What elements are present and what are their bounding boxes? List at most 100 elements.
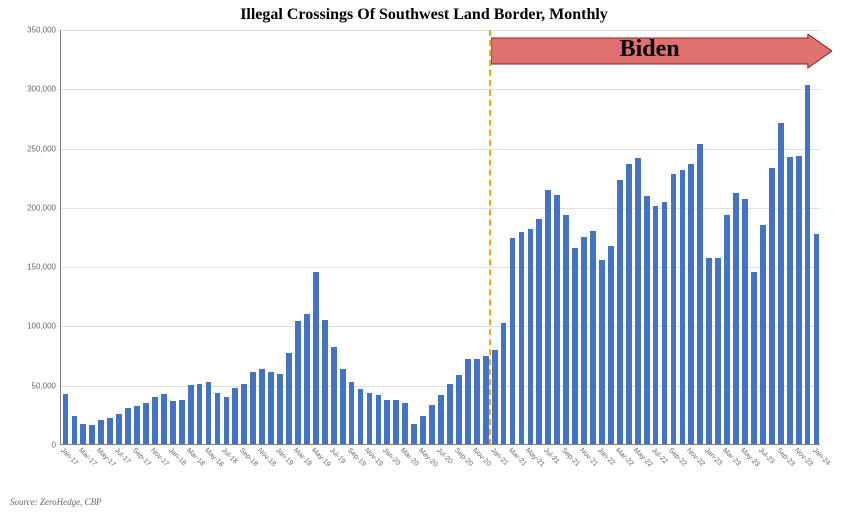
biden-arrow-label: Biden [491,36,808,63]
bar [286,353,292,444]
x-tick-label: Mar-22 [614,447,635,468]
bar [510,238,516,444]
x-tick-label: Jan-24 [811,447,831,467]
bar [706,258,712,444]
bar [805,85,811,444]
bar [411,424,417,444]
y-tick-label: 50,000 [6,381,56,390]
bar [474,359,480,444]
biden-marker-line [489,30,491,445]
bar [581,237,587,445]
x-tick-label: Nov-20 [471,447,492,468]
bar [80,424,86,444]
bar [492,350,498,444]
gridline [61,89,820,90]
bar [787,157,793,444]
gridline [61,149,820,150]
bar [680,170,686,444]
bar [644,196,650,444]
bar [116,414,122,444]
bar [563,215,569,444]
bar [438,395,444,444]
bar [224,397,230,444]
bar [232,388,238,444]
bar [259,369,265,444]
bar [107,418,113,444]
bar [796,156,802,444]
bar [751,272,757,444]
bar [420,416,426,444]
x-tick-label: Nov-23 [793,447,814,468]
bar [519,232,525,444]
bar [617,180,623,444]
bar [340,369,346,444]
x-tick-label: Jan-17 [60,447,80,467]
x-tick-label: Sep-17 [131,447,152,468]
bar [635,158,641,444]
chart-container: Illegal Crossings Of Southwest Land Bord… [0,0,848,515]
bar [599,260,605,444]
y-tick-label: 350,000 [6,26,56,35]
bar [134,406,140,444]
bar [742,199,748,444]
x-tick-label: Mar-23 [721,447,742,468]
y-tick-label: 0 [6,441,56,450]
bar [188,385,194,444]
x-tick-label: Jan-23 [703,447,723,467]
bar [662,202,668,444]
bar [671,174,677,444]
x-tick-label: Jan-22 [596,447,616,467]
y-tick-label: 150,000 [6,263,56,272]
bar [197,384,203,444]
bar [241,384,247,444]
bar [250,372,256,444]
bar [393,400,399,444]
bar [349,382,355,444]
bar [465,359,471,444]
bar [402,403,408,445]
x-tick-label: Mar-20 [399,447,420,468]
gridline [61,30,820,31]
bar [206,382,212,444]
x-tick-label: Jan-20 [381,447,401,467]
bar [179,400,185,444]
bar [161,394,167,444]
bar [554,195,560,444]
x-tick-label: Sep-23 [775,447,796,468]
bar [429,405,435,444]
y-tick-label: 100,000 [6,322,56,331]
bar [769,168,775,444]
bar [125,408,131,444]
bar [572,248,578,444]
bar [724,215,730,444]
bar [590,231,596,444]
bar [277,374,283,444]
bar [501,323,507,444]
y-tick-label: 200,000 [6,203,56,212]
bar [170,401,176,444]
x-tick-label: Nov-21 [578,447,599,468]
gridline [61,208,820,209]
bar [295,321,301,444]
x-tick-label: Jan-18 [167,447,187,467]
bar [331,347,337,444]
x-tick-label: Mar-19 [292,447,313,468]
bar [384,400,390,444]
bar [653,206,659,444]
bar [268,372,274,444]
x-tick-label: Mar-18 [185,447,206,468]
y-tick-label: 250,000 [6,144,56,153]
bar [367,393,373,444]
bar [304,314,310,444]
bar [760,225,766,444]
bar [143,403,149,445]
bar [733,193,739,444]
bar [72,416,78,444]
chart-title: Illegal Crossings Of Southwest Land Bord… [0,6,848,24]
bar [483,356,489,444]
bar [215,393,221,444]
bar [89,425,95,444]
bar [814,234,820,444]
bar [778,123,784,444]
x-tick-label: Jan-19 [274,447,294,467]
